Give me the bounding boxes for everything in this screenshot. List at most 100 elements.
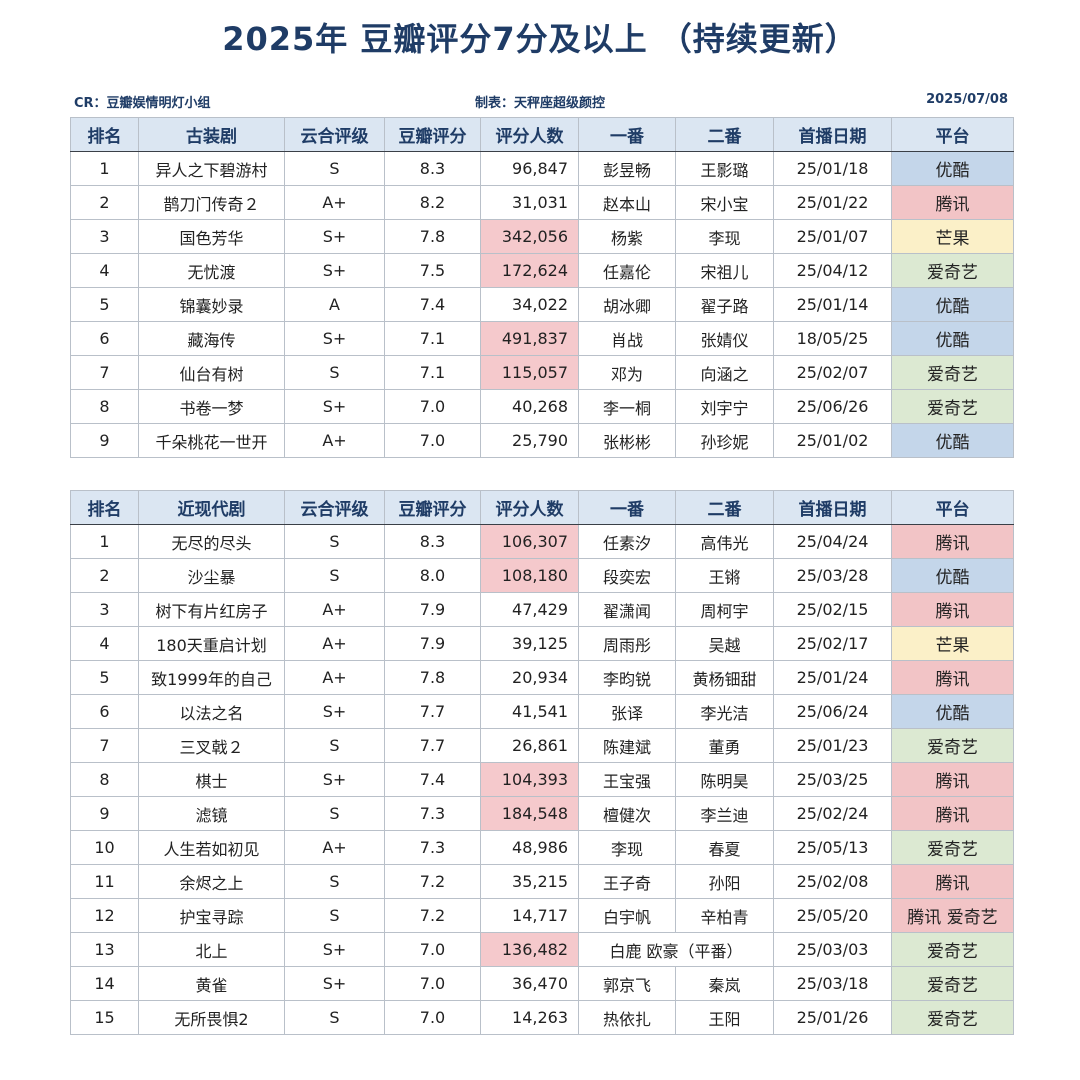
title-cell: 无忧渡	[138, 253, 285, 288]
rank-cell: 2	[70, 185, 139, 220]
table-row: 7 三叉戟２ S 7.7 26,861 陈建斌 董勇 25/01/23 爱奇艺	[70, 728, 1014, 763]
rank-cell: 5	[70, 287, 139, 322]
title-cell: 人生若如初见	[138, 830, 285, 865]
grade-cell: S+	[284, 389, 385, 424]
title-cell: 滤镜	[138, 796, 285, 831]
table-row: 2 鹊刀门传奇２ A+ 8.2 31,031 赵本山 宋小宝 25/01/22 腾讯	[70, 185, 1014, 220]
rank-cell: 13	[70, 932, 139, 967]
grade-cell: S	[284, 796, 385, 831]
platform-cell: 腾讯	[891, 185, 1014, 220]
score-cell: 7.2	[384, 864, 481, 899]
rank-cell: 9	[70, 423, 139, 458]
score-cell: 7.0	[384, 389, 481, 424]
lead2-cell: 秦岚	[675, 966, 774, 1001]
title-cell: 护宝寻踪	[138, 898, 285, 933]
table-row: 4 无忧渡 S+ 7.5 172,624 任嘉伦 宋祖儿 25/04/12 爱奇艺	[70, 253, 1014, 288]
title-cell: 北上	[138, 932, 285, 967]
date-cell: 25/05/20	[773, 898, 892, 933]
table-header-row: 排名 古装剧 云合评级 豆瓣评分 评分人数 一番 二番 首播日期 平台	[70, 117, 1014, 152]
lead1-cell: 张彬彬	[578, 423, 676, 458]
score-cell: 7.2	[384, 898, 481, 933]
table-row: 1 无尽的尽头 S 8.3 106,307 任素汐 高伟光 25/04/24 腾讯	[70, 524, 1014, 559]
date-cell: 25/02/24	[773, 796, 892, 831]
title-cell: 千朵桃花一世开	[138, 423, 285, 458]
table-row: 6 以法之名 S+ 7.7 41,541 张译 李光洁 25/06/24 优酷	[70, 694, 1014, 729]
lead1-cell: 陈建斌	[578, 728, 676, 763]
lead1-cell: 任素汐	[578, 524, 676, 559]
lead2-cell: 向涵之	[675, 355, 774, 390]
grade-cell: S+	[284, 932, 385, 967]
date-header: 首播日期	[773, 117, 892, 152]
count-cell: 14,717	[480, 898, 579, 933]
count-header: 评分人数	[480, 117, 579, 152]
table-row: 11 余烬之上 S 7.2 35,215 王子奇 孙阳 25/02/08 腾讯	[70, 864, 1014, 899]
lead2-cell: 翟子路	[675, 287, 774, 322]
lead2-cell: 孙阳	[675, 864, 774, 899]
platform-cell: 爱奇艺	[891, 1000, 1014, 1035]
lead2-cell: 陈明昊	[675, 762, 774, 797]
lead1-cell: 肖战	[578, 321, 676, 356]
score-cell: 7.9	[384, 626, 481, 661]
date-cell: 25/02/08	[773, 864, 892, 899]
leads-cell: 白鹿 欧豪（平番）	[578, 932, 774, 967]
title-cell: 鹊刀门传奇２	[138, 185, 285, 220]
grade-header: 云合评级	[284, 490, 385, 525]
title-cell: 书卷一梦	[138, 389, 285, 424]
lead1-cell: 周雨彤	[578, 626, 676, 661]
lead1-cell: 李昀锐	[578, 660, 676, 695]
grade-cell: S	[284, 151, 385, 186]
platform-cell: 腾讯	[891, 592, 1014, 627]
grade-cell: S+	[284, 321, 385, 356]
lead1-cell: 郭京飞	[578, 966, 676, 1001]
rank-cell: 14	[70, 966, 139, 1001]
table-row: 5 致1999年的自己 A+ 7.8 20,934 李昀锐 黄杨钿甜 25/01/24 腾讯	[70, 660, 1014, 695]
lead1-cell: 檀健次	[578, 796, 676, 831]
score-cell: 7.3	[384, 830, 481, 865]
score-cell: 7.3	[384, 796, 481, 831]
date-cell: 18/05/25	[773, 321, 892, 356]
grade-cell: S	[284, 898, 385, 933]
title-cell: 沙尘暴	[138, 558, 285, 593]
lead1-cell: 彭昱畅	[578, 151, 676, 186]
score-cell: 7.8	[384, 660, 481, 695]
title-header: 古装剧	[138, 117, 285, 152]
date-cell: 25/03/28	[773, 558, 892, 593]
score-cell: 7.0	[384, 932, 481, 967]
lead2-cell: 周柯宇	[675, 592, 774, 627]
table-row: 12 护宝寻踪 S 7.2 14,717 白宇帆 辛柏青 25/05/20 腾讯 爱奇艺	[70, 898, 1014, 933]
lead2-cell: 高伟光	[675, 524, 774, 559]
grade-cell: A+	[284, 830, 385, 865]
platform-cell: 爱奇艺	[891, 253, 1014, 288]
score-cell: 8.3	[384, 151, 481, 186]
grade-cell: S+	[284, 694, 385, 729]
table-row: 4 180天重启计划 A+ 7.9 39,125 周雨彤 吴越 25/02/17 芒果	[70, 626, 1014, 661]
lead2-cell: 辛柏青	[675, 898, 774, 933]
lead1-cell: 李一桐	[578, 389, 676, 424]
rank-cell: 1	[70, 151, 139, 186]
lead2-cell: 李兰迪	[675, 796, 774, 831]
date-header: 首播日期	[773, 490, 892, 525]
platform-cell: 爱奇艺	[891, 389, 1014, 424]
table-row: 6 藏海传 S+ 7.1 491,837 肖战 张婧仪 18/05/25 优酷	[70, 321, 1014, 356]
rank-cell: 12	[70, 898, 139, 933]
lead1-cell: 热依扎	[578, 1000, 676, 1035]
rank-cell: 3	[70, 592, 139, 627]
platform-cell: 优酷	[891, 558, 1014, 593]
lead2-header: 二番	[675, 117, 774, 152]
lead2-cell: 刘宇宁	[675, 389, 774, 424]
date-cell: 25/01/07	[773, 219, 892, 254]
count-header: 评分人数	[480, 490, 579, 525]
date-cell: 25/01/23	[773, 728, 892, 763]
table-row: 1 异人之下碧游村 S 8.3 96,847 彭昱畅 王影璐 25/01/18 优酷	[70, 151, 1014, 186]
rank-cell: 2	[70, 558, 139, 593]
title-cell: 树下有片红房子	[138, 592, 285, 627]
title-cell: 藏海传	[138, 321, 285, 356]
grade-cell: A+	[284, 592, 385, 627]
score-cell: 7.9	[384, 592, 481, 627]
date-cell: 25/04/24	[773, 524, 892, 559]
title-header: 近现代剧	[138, 490, 285, 525]
grade-cell: S	[284, 524, 385, 559]
table-row: 14 黄雀 S+ 7.0 36,470 郭京飞 秦岚 25/03/18 爱奇艺	[70, 966, 1014, 1001]
rank-cell: 4	[70, 253, 139, 288]
rank-cell: 6	[70, 321, 139, 356]
